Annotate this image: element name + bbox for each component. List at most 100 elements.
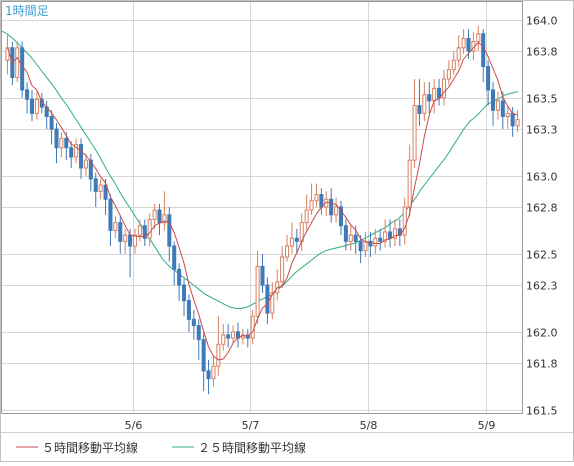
candle: [285, 235, 290, 262]
candle: [206, 359, 211, 395]
candle-body: [49, 115, 54, 130]
candle-body: [456, 47, 461, 61]
candle-body: [20, 47, 25, 91]
candle-body: [147, 218, 152, 239]
grid: [1, 1, 522, 413]
candle-body: [383, 231, 388, 242]
candle: [329, 188, 334, 223]
candle: [441, 69, 446, 106]
candle-body: [388, 231, 393, 239]
candle: [358, 235, 363, 264]
candle-body: [98, 184, 103, 192]
candle-body: [392, 228, 397, 239]
x-axis: 5/6 5/7 5/8 5/9: [125, 419, 496, 432]
candle-body: [427, 94, 432, 102]
candle-body: [255, 265, 260, 317]
candle: [49, 110, 54, 145]
candle-body: [451, 59, 456, 71]
y-tick-label: 163.8: [526, 46, 558, 59]
candle-body: [172, 245, 177, 270]
candle-body: [358, 240, 363, 252]
candle-body: [510, 112, 515, 127]
y-tick-label: 162.3: [526, 280, 558, 293]
candle-body: [25, 89, 30, 100]
candle: [108, 194, 113, 247]
candle: [309, 183, 314, 215]
candle-body: [491, 89, 496, 111]
candle: [103, 178, 108, 215]
candle: [294, 228, 299, 254]
candle: [378, 228, 383, 251]
candle: [221, 324, 226, 351]
y-tick-label: 161.8: [526, 358, 558, 371]
candle-body: [211, 365, 216, 380]
candle-body: [15, 47, 20, 78]
x-tick-label: 5/9: [478, 419, 496, 432]
candle: [142, 219, 147, 247]
candle: [363, 231, 368, 257]
candle-body: [270, 292, 275, 314]
candle: [304, 194, 309, 231]
candle-body: [461, 37, 466, 49]
candle: [373, 228, 378, 254]
candle-body: [285, 245, 290, 258]
candle: [93, 172, 98, 207]
candle: [123, 228, 128, 254]
x-tick-label: 5/6: [125, 419, 143, 432]
candle-body: [132, 234, 137, 247]
candle-body: [304, 209, 309, 224]
candle: [25, 82, 30, 114]
candle-body: [113, 222, 118, 231]
candle: [167, 207, 172, 262]
candle: [515, 110, 520, 133]
candle-body: [289, 237, 294, 247]
candle: [417, 79, 422, 126]
candle-body: [137, 225, 142, 236]
legend-item: ５時間移動平均線: [16, 440, 138, 455]
y-tick-label: 163.0: [526, 171, 558, 184]
candle-body: [309, 200, 314, 211]
candle: [182, 278, 187, 317]
candle-body: [182, 284, 187, 302]
candle-body: [515, 119, 520, 127]
candle-body: [157, 209, 162, 224]
candle: [83, 153, 88, 176]
candle-body: [59, 137, 64, 149]
candle: [74, 138, 79, 164]
candle: [186, 294, 191, 332]
candle: [137, 219, 142, 242]
y-tick-label: 163.5: [526, 93, 558, 106]
candle: [451, 50, 456, 75]
y-tick-label: 162.5: [526, 249, 558, 262]
candle-body: [196, 325, 201, 341]
candle: [314, 183, 319, 207]
candle-body: [103, 184, 108, 200]
candle-body: [162, 214, 167, 224]
candle-body: [79, 144, 84, 169]
candle: [29, 89, 34, 122]
candle-body: [128, 234, 133, 247]
candle: [88, 153, 93, 192]
candle: [476, 25, 481, 51]
candle: [162, 191, 167, 231]
candle: [59, 132, 64, 158]
candle-body: [319, 194, 324, 208]
candle-body: [402, 206, 407, 236]
legend: ５時間移動平均線 ２５時間移動平均線: [16, 440, 306, 455]
ma5-line: [7, 41, 518, 361]
candle-body: [412, 105, 417, 161]
candle-body: [69, 147, 74, 158]
candle-body: [186, 300, 191, 320]
candle: [172, 241, 177, 286]
candle: [388, 219, 393, 248]
candle-body: [221, 334, 226, 345]
candle-body: [495, 100, 500, 111]
candle-body: [64, 137, 69, 149]
y-axis: 161.5 161.8 162.0 162.3 162.5 162.8 163.0 163.3…: [526, 15, 558, 418]
candle-body: [118, 222, 123, 242]
candle: [392, 219, 397, 247]
candle-body: [348, 234, 353, 242]
candle: [196, 319, 201, 360]
